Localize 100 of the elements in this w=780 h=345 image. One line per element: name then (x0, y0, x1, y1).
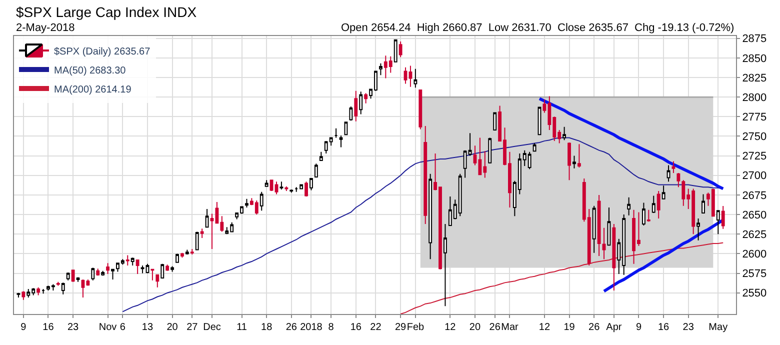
candlestick (592, 205, 596, 254)
text: Open 2654.24 High 2660.87 Low 2631.70 Close 2635.67 Chg -19.13 (-0.72%) (341, 22, 734, 34)
candlestick (627, 196, 631, 216)
y-tick-label: 2625 (742, 228, 767, 241)
x-tick-label: 19 (564, 322, 576, 333)
x-tick-label: 23 (67, 322, 80, 333)
candlestick (195, 231, 199, 250)
candlestick (284, 186, 288, 192)
candlestick (493, 112, 497, 130)
candlestick (300, 184, 304, 190)
candlestick (290, 188, 294, 194)
x-tick-label: Mar (501, 322, 519, 333)
candlestick (339, 134, 343, 148)
x-tick-label: 18 (261, 322, 273, 333)
x-tick-label: 26 (588, 322, 600, 333)
candlestick (96, 268, 100, 276)
y-tick-label: 2750 (742, 131, 767, 144)
legend-label: MA(50) 2683.30 (54, 65, 126, 76)
chart-title: $SPX Large Cap Index INDX (16, 4, 198, 20)
y-tick-label: 2775 (742, 112, 767, 124)
x-tick-label: 16 (42, 322, 54, 333)
y-tick-label: 2800 (742, 92, 767, 104)
x-tick-label: 16 (350, 322, 362, 333)
candlestick (702, 194, 705, 214)
x-tick-label: 12 (538, 322, 550, 333)
candlestick (597, 194, 601, 257)
candlestick (176, 253, 179, 263)
x-tick-label: 6 (120, 322, 126, 333)
candlestick (602, 227, 606, 260)
candlestick (607, 207, 611, 246)
candlestick (646, 209, 650, 222)
candlestick (488, 137, 492, 164)
candlestick (672, 160, 676, 174)
x-tick-label: 23 (682, 322, 694, 333)
candlestick (150, 268, 154, 281)
candlestick (408, 65, 412, 88)
candlestick (562, 126, 566, 141)
candlestick (319, 151, 323, 162)
candlestick (662, 185, 666, 200)
candlestick (444, 223, 447, 307)
candlestick (398, 40, 402, 58)
candlestick (36, 286, 40, 296)
candlestick (264, 180, 268, 187)
line-series (538, 97, 725, 190)
candlestick (56, 281, 60, 286)
x-tick-label: 26 (489, 322, 501, 333)
y-tick-label: 2725 (742, 150, 767, 163)
x-tick-label: 16 (658, 322, 670, 333)
candlestick (136, 259, 140, 275)
candlestick (106, 262, 110, 275)
candlestick (378, 62, 382, 76)
candlestick (156, 274, 160, 288)
candlestick (656, 190, 660, 219)
candlestick (310, 178, 313, 191)
candlestick (404, 66, 408, 84)
y-tick-label: 2650 (742, 209, 767, 222)
candlestick (91, 267, 95, 281)
candlestick (180, 252, 184, 258)
candlestick (190, 248, 194, 255)
x-tick-label: 26 (286, 322, 298, 333)
candlestick (652, 195, 656, 214)
x-tick-label: May (708, 322, 728, 333)
legend-label: MA(200) 2614.19 (54, 84, 132, 96)
candlestick (22, 290, 26, 300)
candlestick (424, 126, 428, 224)
candlestick (304, 181, 308, 198)
candlestick (696, 218, 700, 241)
candlestick (126, 254, 130, 266)
y-tick-label: 2575 (742, 268, 767, 280)
candlestick (721, 206, 725, 230)
candlestick (245, 198, 248, 208)
x-tick-label: Apr (606, 322, 622, 333)
x-tick-label: 11 (236, 322, 248, 333)
x-tick-label: 9 (20, 322, 27, 333)
candlestick (428, 173, 432, 260)
candlestick (101, 270, 105, 276)
x-tick-label: 22 (370, 322, 382, 333)
candlestick (200, 228, 204, 239)
candlestick (577, 144, 581, 168)
x-tick-label: 20 (166, 322, 178, 333)
candlestick (572, 155, 576, 169)
candlestick (532, 142, 536, 152)
x-tick-label: 12 (444, 322, 456, 333)
x-tick-label: 27 (186, 322, 198, 333)
y-tick-label: 2550 (742, 288, 767, 300)
candlestick (394, 39, 398, 62)
legend-label: $SPX (Daily) 2635.67 (54, 46, 151, 58)
candlestick (642, 202, 646, 226)
x-tick-label: Feb (406, 322, 424, 333)
x-tick-label: 9 (636, 322, 642, 333)
candlestick (260, 191, 264, 212)
candlestick (359, 91, 363, 115)
y-tick-label: 2875 (742, 33, 767, 46)
candlestick (71, 270, 75, 282)
candlestick (61, 282, 65, 295)
candlestick (205, 208, 209, 228)
candlestick (414, 68, 418, 88)
candlestick (294, 186, 298, 192)
candlestick (42, 288, 45, 294)
x-tick-label: Dec (203, 322, 221, 333)
